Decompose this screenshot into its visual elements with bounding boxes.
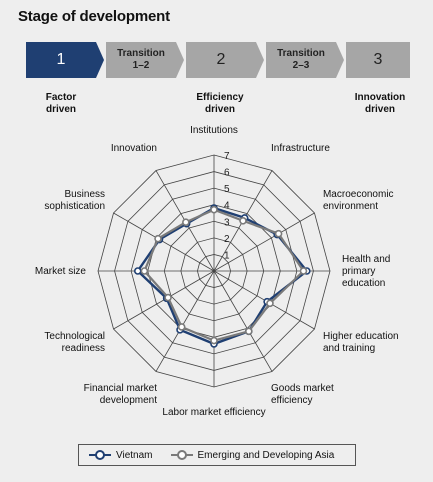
grid-spoke-8 bbox=[155, 270, 215, 372]
point-emerging-asia-2 bbox=[239, 216, 247, 225]
tick-label-4: 4 bbox=[224, 201, 230, 212]
grid-spoke-6 bbox=[213, 270, 273, 372]
stage-2-number: 2 bbox=[216, 51, 226, 68]
axis-label-goods-market-efficiency: Goods market efficiency bbox=[271, 383, 334, 406]
legend-emerging-asia-label: Emerging and Developing Asia bbox=[197, 449, 335, 461]
stage-2-arrow bbox=[256, 42, 264, 78]
legend-item-emerging-asia: Emerging and Developing Asia bbox=[170, 449, 335, 461]
point-emerging-asia-1 bbox=[210, 205, 218, 214]
tick-label-5: 5 bbox=[224, 184, 230, 195]
point-vietnam-10 bbox=[133, 267, 142, 275]
legend: Vietnam Emerging and Developing Asia bbox=[78, 444, 356, 466]
point-emerging-asia-6 bbox=[245, 327, 253, 336]
axis-label-institutions: Institutions bbox=[190, 125, 238, 136]
stage-2-box: 2 bbox=[186, 42, 256, 78]
series-emerging-asia bbox=[140, 205, 308, 345]
axis-labels: Institutions Infrastructure Macroeconomic e… bbox=[35, 125, 399, 418]
point-emerging-asia-10 bbox=[140, 267, 149, 275]
transition-1-2-label: Transition 1–2 bbox=[117, 48, 165, 71]
axis-label-innovation: Innovation bbox=[111, 143, 157, 154]
grid-spoke-11 bbox=[113, 212, 215, 272]
tick-label-3: 3 bbox=[224, 217, 230, 228]
radar-series bbox=[133, 204, 311, 348]
point-emerging-asia-5 bbox=[266, 299, 274, 308]
tick-label-6: 6 bbox=[224, 168, 230, 179]
axis-label-technological-readiness: Technological readiness bbox=[44, 331, 105, 354]
point-emerging-asia-4 bbox=[299, 267, 308, 275]
stage-3-box: 3 bbox=[346, 42, 410, 78]
axis-label-infrastructure: Infrastructure bbox=[271, 143, 330, 154]
point-emerging-asia-11 bbox=[154, 234, 162, 243]
point-emerging-asia-7 bbox=[210, 336, 218, 345]
stage-1-caption: Factor driven bbox=[45, 92, 77, 115]
stage-3-number: 3 bbox=[373, 51, 383, 68]
axis-label-labor-market-efficiency: Labor market efficiency bbox=[162, 407, 265, 418]
tick-label-1: 1 bbox=[224, 250, 230, 261]
legend-vietnam-label: Vietnam bbox=[116, 449, 153, 461]
stage-3-caption: Innovation driven bbox=[354, 92, 406, 115]
point-emerging-asia-8 bbox=[177, 323, 186, 331]
legend-item-vietnam: Vietnam bbox=[89, 450, 153, 461]
axis-label-health-and-primary-education: Health and primary education bbox=[342, 254, 390, 289]
stage-2-caption: Efficiency driven bbox=[196, 92, 244, 115]
stage-1-box: 1 bbox=[26, 42, 96, 78]
axis-label-macroeconomic-environment: Macroeconomic environment bbox=[323, 189, 394, 212]
transition-1-2-arrow bbox=[176, 42, 184, 78]
grid-spoke-3 bbox=[213, 212, 315, 272]
transition-2-3-arrow bbox=[336, 42, 344, 78]
tick-label-2: 2 bbox=[224, 234, 230, 245]
legend-vietnam-marker bbox=[89, 450, 111, 460]
legend-emerging-asia-marker bbox=[170, 450, 193, 460]
axis-label-higher-education-and-training: Higher education and training bbox=[323, 331, 399, 354]
axis-label-business-sophistication: Business sophistication bbox=[44, 189, 105, 212]
tick-label-7: 7 bbox=[224, 151, 230, 162]
point-emerging-asia-3 bbox=[274, 229, 283, 238]
transition-2-3-label: Transition 2–3 bbox=[277, 48, 325, 71]
transition-1-2-box: Transition 1–2 bbox=[106, 42, 176, 78]
stage-1-number: 1 bbox=[56, 51, 66, 68]
transition-2-3-box: Transition 2–3 bbox=[266, 42, 336, 78]
point-emerging-asia-12 bbox=[182, 218, 190, 227]
radar-grid bbox=[97, 154, 331, 388]
axis-label-financial-market-development: Financial market development bbox=[84, 383, 158, 406]
radial-ticks: 1 2 3 4 5 6 7 bbox=[224, 151, 230, 261]
axis-label-market-size: Market size bbox=[35, 266, 87, 277]
point-emerging-asia-9 bbox=[164, 293, 172, 302]
series-line-emerging-asia bbox=[143, 208, 305, 342]
stage-1-arrow bbox=[96, 42, 104, 78]
chart-title: Stage of development bbox=[18, 8, 170, 25]
